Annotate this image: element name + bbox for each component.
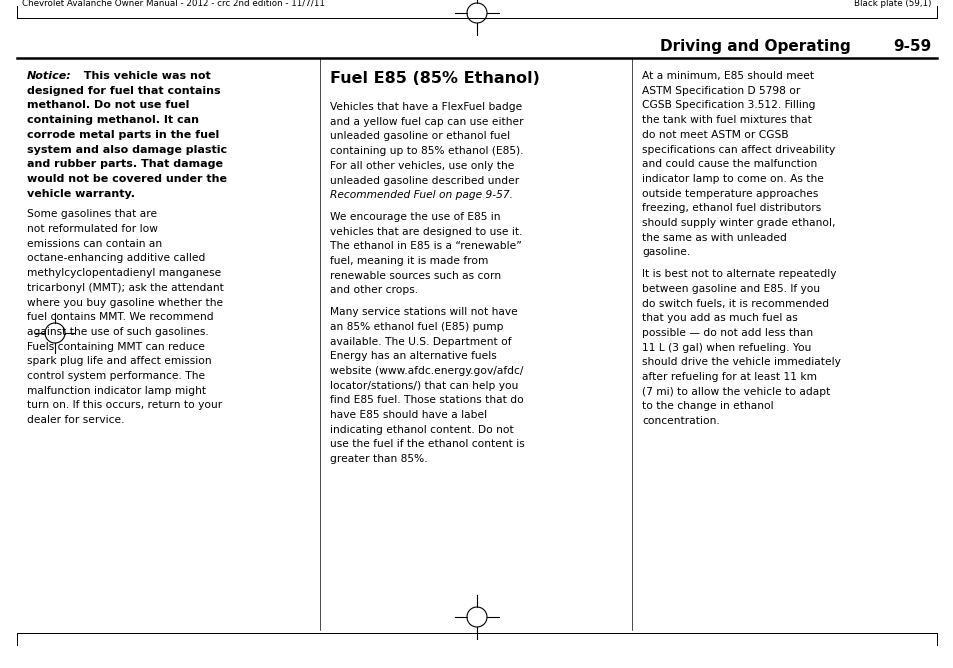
Text: would not be covered under the: would not be covered under the <box>27 174 227 184</box>
Text: ASTM Specification D 5798 or: ASTM Specification D 5798 or <box>641 86 800 96</box>
Text: fuel contains MMT. We recommend: fuel contains MMT. We recommend <box>27 312 213 322</box>
Text: and other crops.: and other crops. <box>330 285 417 295</box>
Text: the same as with unleaded: the same as with unleaded <box>641 232 786 242</box>
Text: fuel, meaning it is made from: fuel, meaning it is made from <box>330 256 488 266</box>
Text: malfunction indicator lamp might: malfunction indicator lamp might <box>27 385 206 395</box>
Text: Fuel E85 (85% Ethanol): Fuel E85 (85% Ethanol) <box>330 71 539 86</box>
Text: outside temperature approaches: outside temperature approaches <box>641 188 818 198</box>
Text: Notice:: Notice: <box>27 71 71 81</box>
Text: 9-59: 9-59 <box>893 39 931 54</box>
Text: octane-enhancing additive called: octane-enhancing additive called <box>27 253 205 263</box>
Text: 11 L (3 gal) when refueling. You: 11 L (3 gal) when refueling. You <box>641 343 810 353</box>
Text: emissions can contain an: emissions can contain an <box>27 238 162 248</box>
Text: find E85 fuel. Those stations that do: find E85 fuel. Those stations that do <box>330 395 523 405</box>
Text: should supply winter grade ethanol,: should supply winter grade ethanol, <box>641 218 835 228</box>
Text: indicator lamp to come on. As the: indicator lamp to come on. As the <box>641 174 823 184</box>
Text: For all other vehicles, use only the: For all other vehicles, use only the <box>330 161 514 171</box>
Text: turn on. If this occurs, return to your: turn on. If this occurs, return to your <box>27 400 222 410</box>
Text: to the change in ethanol: to the change in ethanol <box>641 401 773 411</box>
Text: CGSB Specification 3.512. Filling: CGSB Specification 3.512. Filling <box>641 100 815 110</box>
Text: against the use of such gasolines.: against the use of such gasolines. <box>27 327 209 337</box>
Text: do not meet ASTM or CGSB: do not meet ASTM or CGSB <box>641 130 788 140</box>
Text: gasoline.: gasoline. <box>641 247 690 257</box>
Text: tricarbonyl (MMT); ask the attendant: tricarbonyl (MMT); ask the attendant <box>27 283 224 293</box>
Text: dealer for service.: dealer for service. <box>27 415 125 425</box>
Text: available. The U.S. Department of: available. The U.S. Department of <box>330 337 511 347</box>
Text: where you buy gasoline whether the: where you buy gasoline whether the <box>27 297 223 307</box>
Text: website (www.afdc.energy.gov/afdc/: website (www.afdc.energy.gov/afdc/ <box>330 366 523 376</box>
Text: containing methanol. It can: containing methanol. It can <box>27 115 199 125</box>
Text: vehicles that are designed to use it.: vehicles that are designed to use it. <box>330 226 522 236</box>
Text: renewable sources such as corn: renewable sources such as corn <box>330 271 500 281</box>
Text: and a yellow fuel cap can use either: and a yellow fuel cap can use either <box>330 117 523 127</box>
Text: methylcyclopentadienyl manganese: methylcyclopentadienyl manganese <box>27 268 221 278</box>
Text: an 85% ethanol fuel (E85) pump: an 85% ethanol fuel (E85) pump <box>330 322 503 332</box>
Text: Driving and Operating: Driving and Operating <box>659 39 850 54</box>
Text: spark plug life and affect emission: spark plug life and affect emission <box>27 356 212 366</box>
Text: locator/stations/) that can help you: locator/stations/) that can help you <box>330 381 517 391</box>
Text: containing up to 85% ethanol (E85).: containing up to 85% ethanol (E85). <box>330 146 523 156</box>
Text: methanol. Do not use fuel: methanol. Do not use fuel <box>27 100 190 110</box>
Text: unleaded gasoline or ethanol fuel: unleaded gasoline or ethanol fuel <box>330 132 510 142</box>
Text: vehicle warranty.: vehicle warranty. <box>27 188 135 198</box>
Text: greater than 85%.: greater than 85%. <box>330 454 427 464</box>
Text: Fuels containing MMT can reduce: Fuels containing MMT can reduce <box>27 341 205 351</box>
Text: concentration.: concentration. <box>641 416 719 426</box>
Text: Chevrolet Avalanche Owner Manual - 2012 - crc 2nd edition - 11/7/11: Chevrolet Avalanche Owner Manual - 2012 … <box>22 0 325 8</box>
Text: Energy has an alternative fuels: Energy has an alternative fuels <box>330 351 497 361</box>
Text: have E85 should have a label: have E85 should have a label <box>330 410 487 420</box>
Text: designed for fuel that contains: designed for fuel that contains <box>27 86 220 96</box>
Text: indicating ethanol content. Do not: indicating ethanol content. Do not <box>330 425 514 435</box>
Text: specifications can affect driveability: specifications can affect driveability <box>641 144 835 154</box>
Text: This vehicle was not: This vehicle was not <box>76 71 211 81</box>
Text: after refueling for at least 11 km: after refueling for at least 11 km <box>641 372 816 382</box>
Text: system and also damage plastic: system and also damage plastic <box>27 144 227 154</box>
Text: and rubber parts. That damage: and rubber parts. That damage <box>27 159 223 169</box>
Text: Black plate (59,1): Black plate (59,1) <box>854 0 931 8</box>
Text: The ethanol in E85 is a “renewable”: The ethanol in E85 is a “renewable” <box>330 241 521 251</box>
Text: not reformulated for low: not reformulated for low <box>27 224 158 234</box>
Text: Many service stations will not have: Many service stations will not have <box>330 307 517 317</box>
Text: between gasoline and E85. If you: between gasoline and E85. If you <box>641 284 820 294</box>
Text: freezing, ethanol fuel distributors: freezing, ethanol fuel distributors <box>641 203 821 213</box>
Text: Recommended Fuel on page 9-57.: Recommended Fuel on page 9-57. <box>330 190 513 200</box>
Text: We encourage the use of E85 in: We encourage the use of E85 in <box>330 212 500 222</box>
Text: Vehicles that have a FlexFuel badge: Vehicles that have a FlexFuel badge <box>330 102 521 112</box>
Text: It is best not to alternate repeatedly: It is best not to alternate repeatedly <box>641 269 836 279</box>
Text: Some gasolines that are: Some gasolines that are <box>27 209 157 219</box>
Text: unleaded gasoline described under: unleaded gasoline described under <box>330 176 518 186</box>
Text: that you add as much fuel as: that you add as much fuel as <box>641 313 797 323</box>
Text: and could cause the malfunction: and could cause the malfunction <box>641 159 817 169</box>
Text: (7 mi) to allow the vehicle to adapt: (7 mi) to allow the vehicle to adapt <box>641 387 829 397</box>
Text: use the fuel if the ethanol content is: use the fuel if the ethanol content is <box>330 440 524 450</box>
Text: At a minimum, E85 should meet: At a minimum, E85 should meet <box>641 71 813 81</box>
Text: the tank with fuel mixtures that: the tank with fuel mixtures that <box>641 115 811 125</box>
Text: should drive the vehicle immediately: should drive the vehicle immediately <box>641 357 840 367</box>
Text: possible — do not add less than: possible — do not add less than <box>641 328 812 338</box>
Text: do switch fuels, it is recommended: do switch fuels, it is recommended <box>641 299 828 309</box>
Text: control system performance. The: control system performance. The <box>27 371 205 381</box>
Text: corrode metal parts in the fuel: corrode metal parts in the fuel <box>27 130 219 140</box>
